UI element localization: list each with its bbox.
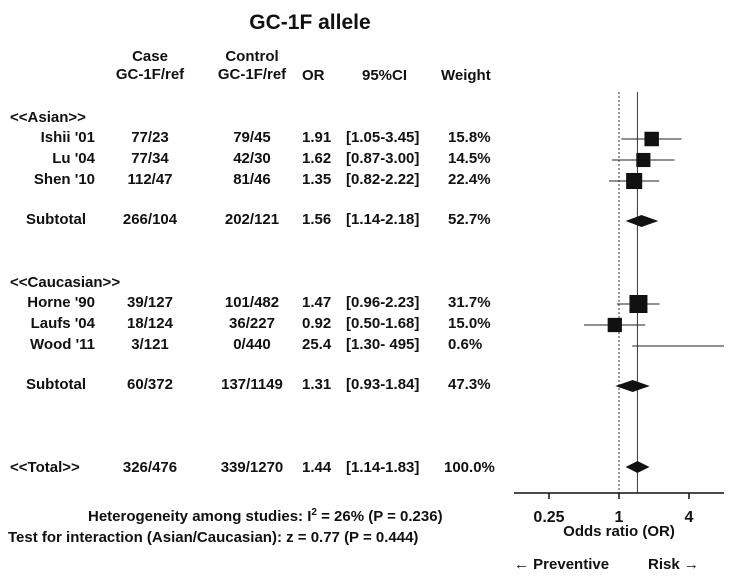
header-ci: 95%CI [362,67,408,84]
ci-value: [0.93-1.84] [346,376,420,393]
weight-value: 15.0% [448,315,491,332]
or-value: 1.62 [302,150,332,167]
header-or: OR [302,67,325,84]
study-or-square [636,152,651,168]
control-value: 79/45 [233,129,271,146]
group-label-caucasian: <<Caucasian>> [10,274,121,291]
control-value: 202/121 [224,211,280,228]
case-value: 77/34 [131,150,169,167]
control-value: 101/482 [224,294,280,311]
weight-value: 52.7% [448,211,491,228]
ci-value: [1.30- 495] [346,336,420,353]
control-value: 81/46 [233,171,271,188]
group-label-asian: <<Asian>> [10,109,86,126]
x-tick-label: 1 [615,509,624,526]
or-value: 0.92 [302,315,332,332]
x-tick-label: 0.25 [533,509,564,526]
x-tick-label: 4 [685,509,694,526]
or-value: 1.31 [302,376,332,393]
case-value: 112/47 [127,171,173,188]
header-case: Case GC-1F/ref [115,48,185,83]
control-value: 0/440 [233,336,271,353]
ci-value: [0.50-1.68] [346,315,420,332]
weight-value: 22.4% [448,171,491,188]
or-value: 1.35 [302,171,332,188]
study-name: Laufs '04 [30,315,95,332]
weight-value: 15.8% [448,129,491,146]
case-value: 60/372 [127,376,173,393]
weight-value: 31.7% [448,294,491,311]
subtotal-label: Subtotal [26,211,86,228]
study-name: Horne '90 [27,294,95,311]
direction-preventive: ← Preventive [514,556,610,573]
header-control: Control GC-1F/ref [217,48,287,83]
ci-value: [0.82-2.22] [346,171,420,188]
ci-value: [1.14-1.83] [346,459,420,476]
or-value: 1.47 [302,294,332,311]
study-name: Wood '11 [30,336,95,353]
total-label: <<Total>> [10,459,80,476]
x-axis-label: Odds ratio (OR) [563,523,675,540]
pooled-diamond [625,461,650,473]
ci-value: [0.96-2.23] [346,294,420,311]
study-or-square [626,172,643,190]
control-value: 137/1149 [221,376,283,393]
study-or-square [629,295,648,313]
pooled-diamond [615,380,650,392]
case-value: 77/23 [131,129,169,146]
or-value: 1.56 [302,211,332,228]
study-name: Lu '04 [52,150,95,167]
case-value: 39/127 [127,294,173,311]
heterogeneity-note: Heterogeneity among studies: I2 = 26% (P… [88,507,443,525]
header-weight: Weight [441,67,491,84]
study-or-square [607,317,622,333]
chart-title: GC-1F allele [249,11,371,34]
case-value: 18/124 [127,315,173,332]
control-value: 42/30 [233,150,271,167]
weight-value: 0.6% [448,336,483,353]
ci-value: [1.05-3.45] [346,129,420,146]
weight-value: 14.5% [448,150,491,167]
direction-risk: Risk → [648,556,699,573]
ci-value: [1.14-2.18] [346,211,420,228]
study-or-square [644,131,659,147]
interaction-test-note: Test for interaction (Asian/Caucasian): … [8,529,419,546]
or-value: 1.44 [302,459,332,476]
weight-value: 100.0% [444,459,495,476]
or-value: 1.91 [302,129,332,146]
study-name: Ishii '01 [40,129,95,146]
case-value: 326/476 [122,459,178,476]
weight-value: 47.3% [448,376,491,393]
control-value: 339/1270 [220,459,284,476]
ci-value: [0.87-3.00] [346,150,420,167]
study-name: Shen '10 [33,171,95,188]
or-value: 25.4 [302,336,332,353]
control-value: 36/227 [229,315,275,332]
pooled-diamond [625,215,659,227]
case-value: 266/104 [122,211,178,228]
subtotal-label: Subtotal [26,376,86,393]
case-value: 3/121 [131,336,169,353]
